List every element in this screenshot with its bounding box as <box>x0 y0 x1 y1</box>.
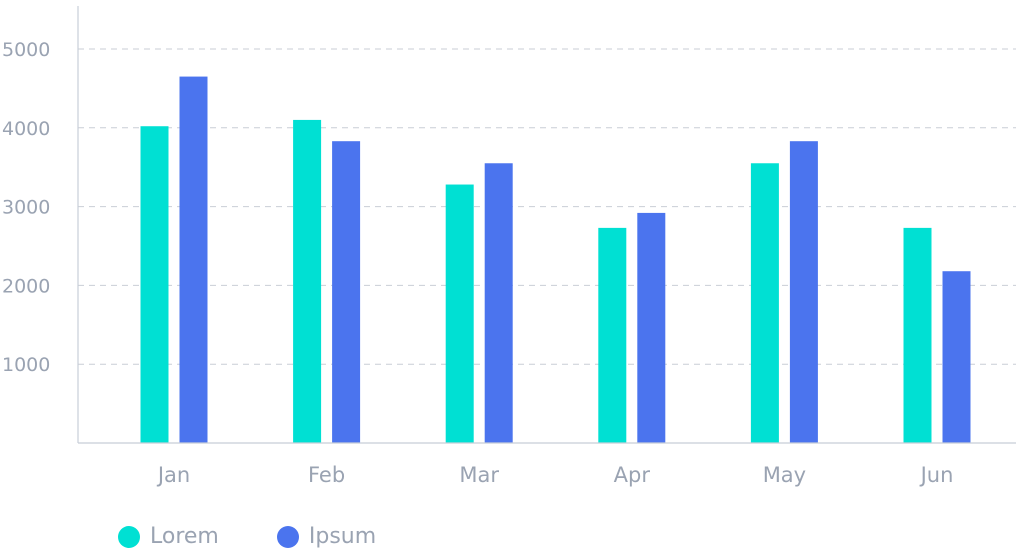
bar-chart: 1000 2000 3000 4000 5000 Jan Feb Mar Apr May Jun <box>2 6 1016 487</box>
bar-lorem-feb <box>293 119 322 444</box>
y-tick-label: 1000 <box>2 354 50 376</box>
bars <box>140 76 971 444</box>
y-tick-label: 5000 <box>2 39 50 61</box>
x-tick-label: May <box>763 463 806 487</box>
y-tick-label: 2000 <box>2 275 50 297</box>
bar-lorem-may <box>750 163 779 443</box>
bar-lorem-jan <box>140 126 169 443</box>
bar-ipsum-jan <box>179 76 208 443</box>
y-tick-label: 3000 <box>2 197 50 219</box>
legend-label-lorem: Lorem <box>150 524 219 549</box>
legend: Lorem Ipsum <box>118 524 434 549</box>
y-tick-label: 4000 <box>2 118 50 140</box>
x-tick-label: Jan <box>156 463 190 487</box>
x-tick-label: Mar <box>459 463 499 487</box>
bar-lorem-mar <box>445 184 474 443</box>
legend-item-lorem: Lorem <box>118 524 219 549</box>
bar-ipsum-feb <box>332 141 361 444</box>
legend-swatch-lorem <box>118 525 140 548</box>
bar-lorem-apr <box>598 227 627 443</box>
bar-ipsum-jun <box>942 271 971 443</box>
bar-ipsum-apr <box>637 212 666 443</box>
bar-ipsum-mar <box>484 163 513 443</box>
x-tick-label: Apr <box>614 463 651 487</box>
bar-ipsum-may <box>789 141 818 444</box>
y-axis-ticks: 1000 2000 3000 4000 5000 <box>2 39 50 376</box>
x-tick-label: Jun <box>919 463 954 487</box>
x-axis-ticks: Jan Feb Mar Apr May Jun <box>156 463 954 487</box>
legend-label-ipsum: Ipsum <box>308 524 377 549</box>
legend-swatch-ipsum <box>276 525 299 548</box>
gridlines <box>78 48 1016 365</box>
legend-item-ipsum: Ipsum <box>276 524 377 549</box>
bar-lorem-jun <box>903 227 932 443</box>
x-tick-label: Feb <box>308 463 345 487</box>
